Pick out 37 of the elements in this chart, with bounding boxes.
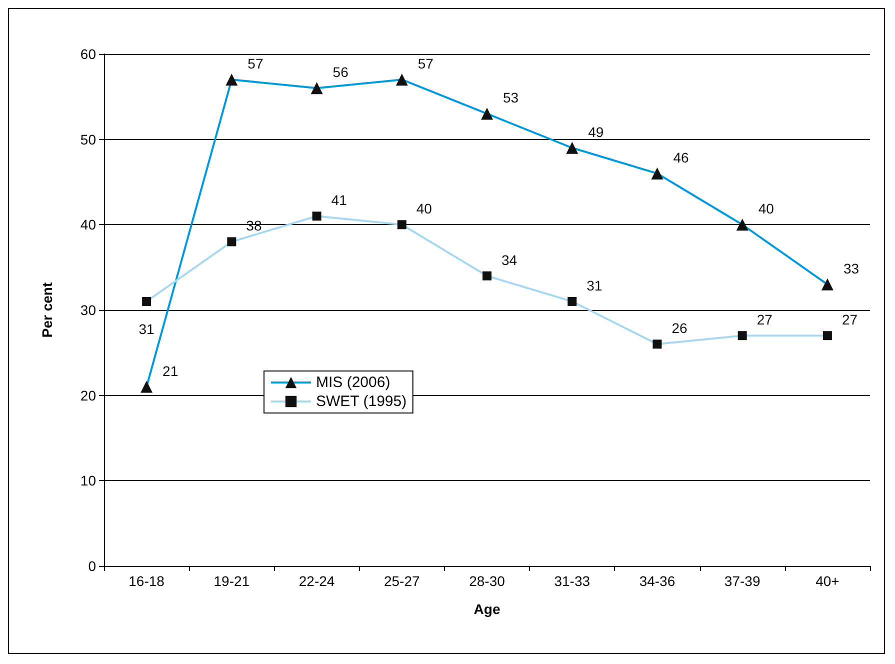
data-label: 57 xyxy=(418,56,434,72)
x-tick-label: 28-30 xyxy=(469,573,506,589)
data-label: 41 xyxy=(331,192,348,208)
x-tick-label: 16-18 xyxy=(128,573,165,589)
x-tick-label: 37-39 xyxy=(724,573,760,589)
x-tick-label: 40+ xyxy=(816,573,840,589)
legend-label: SWET (1995) xyxy=(316,393,407,410)
x-tick-label: 34-36 xyxy=(639,573,676,589)
data-label: 49 xyxy=(588,124,604,140)
data-label: 40 xyxy=(416,200,432,217)
y-tick-label: 20 xyxy=(80,387,96,404)
data-label: 34 xyxy=(502,252,518,268)
x-tick-label: 31-33 xyxy=(554,573,590,589)
data-label: 46 xyxy=(673,149,690,166)
data-label: 33 xyxy=(843,260,860,276)
y-tick-label: 10 xyxy=(80,472,96,489)
data-label: 26 xyxy=(672,320,688,336)
x-tick-label: 25-27 xyxy=(384,573,420,589)
y-tick-label: 30 xyxy=(80,302,96,318)
y-tick-label: 60 xyxy=(80,46,96,62)
x-tick-label: 19-21 xyxy=(214,573,250,589)
legend-label: MIS (2006) xyxy=(316,374,390,391)
data-label: 53 xyxy=(503,90,519,106)
data-label: 27 xyxy=(842,312,858,328)
y-axis-title: Per cent xyxy=(39,282,55,338)
data-label: 31 xyxy=(138,320,155,337)
data-label: 40 xyxy=(758,200,774,217)
data-label: 27 xyxy=(756,312,773,328)
x-tick-label: 22-24 xyxy=(298,573,335,589)
data-label: 56 xyxy=(332,64,349,80)
data-label: 57 xyxy=(248,56,264,72)
data-label: 21 xyxy=(162,362,178,379)
y-tick-label: 40 xyxy=(80,216,96,233)
data-label: 31 xyxy=(586,277,602,294)
y-tick-label: 50 xyxy=(80,131,96,148)
y-tick-label: 0 xyxy=(88,558,96,574)
x-axis-title: Age xyxy=(474,601,500,617)
